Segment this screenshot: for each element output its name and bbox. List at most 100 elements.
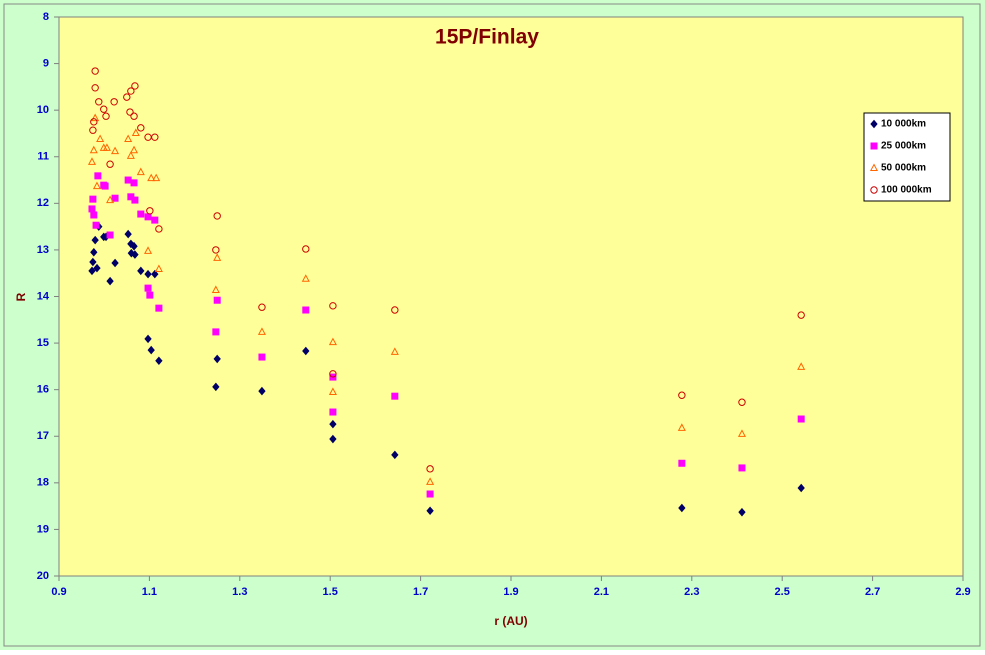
point [137, 124, 145, 132]
point [426, 477, 435, 485]
y-tick-label: 19 [37, 523, 49, 535]
point [146, 207, 154, 215]
legend-label: 50 000km [881, 163, 926, 174]
x-tick-label: 1.5 [323, 586, 338, 598]
point [144, 284, 152, 292]
point [390, 347, 399, 355]
point [426, 465, 434, 473]
point [129, 145, 139, 154]
point [90, 247, 98, 257]
point [738, 398, 746, 406]
chart-title: 15P/Finlay [435, 26, 539, 49]
point [302, 306, 310, 314]
point [87, 157, 97, 165]
point [155, 356, 163, 366]
point [678, 391, 686, 399]
point [146, 291, 154, 299]
point [677, 423, 686, 431]
point [124, 176, 132, 184]
y-tick-label: 17 [37, 430, 49, 442]
x-tick-label: 2.7 [865, 586, 880, 598]
point [147, 345, 155, 355]
point [213, 296, 221, 304]
x-tick-label: 2.5 [775, 586, 790, 598]
y-tick-label: 18 [37, 477, 49, 489]
point [797, 311, 805, 319]
point [94, 172, 102, 180]
legend-marker [870, 186, 878, 194]
point [797, 483, 805, 493]
point [737, 429, 747, 437]
point [110, 98, 118, 106]
point [130, 241, 138, 251]
point [137, 266, 145, 276]
point [91, 84, 99, 92]
x-tick-label: 0.9 [51, 586, 66, 598]
point [90, 211, 98, 219]
x-tick-label: 1.3 [232, 586, 247, 598]
y-tick-label: 12 [37, 197, 49, 209]
series [89, 67, 805, 473]
point [391, 306, 399, 314]
point [329, 302, 337, 310]
point [131, 128, 140, 136]
plot-area [58, 16, 964, 577]
point [89, 145, 98, 154]
point [91, 235, 99, 245]
y-tick-label: 14 [37, 290, 50, 302]
legend-box [863, 112, 951, 202]
point [96, 134, 105, 143]
x-tick-label: 1.9 [503, 586, 518, 598]
point [302, 245, 310, 253]
y-tick-label: 9 [43, 57, 49, 69]
point [211, 285, 220, 293]
point [213, 354, 221, 364]
point [124, 229, 132, 239]
point [426, 506, 434, 516]
point [106, 160, 114, 168]
point [100, 105, 108, 113]
point [155, 225, 163, 233]
legend-marker [870, 119, 878, 129]
y-tick-label: 13 [37, 244, 49, 256]
point [127, 87, 135, 95]
point [131, 250, 139, 259]
y-axis-title: R [14, 292, 28, 301]
point [102, 112, 110, 120]
series [88, 172, 805, 498]
point [95, 98, 103, 106]
point [111, 194, 119, 202]
x-axis-title: r (AU) [494, 614, 527, 628]
point [151, 216, 159, 224]
point [302, 346, 310, 356]
point [151, 133, 159, 141]
point [93, 263, 101, 273]
y-tick-label: 20 [37, 570, 49, 582]
point [130, 179, 138, 187]
point [155, 304, 163, 312]
point [136, 167, 145, 176]
point [88, 266, 96, 276]
point [738, 464, 746, 472]
point [124, 134, 133, 143]
point [106, 276, 114, 286]
point [212, 246, 220, 254]
point [329, 408, 337, 416]
point [144, 246, 153, 254]
point [90, 118, 98, 126]
point [131, 82, 139, 90]
point [258, 353, 266, 361]
legend-label: 100 000km [881, 185, 932, 196]
point [91, 113, 100, 122]
point [329, 419, 337, 429]
point [151, 269, 159, 279]
y-tick-label: 15 [37, 337, 49, 349]
x-tick-label: 2.3 [684, 586, 699, 598]
point [678, 503, 686, 513]
x-tick-label: 2.1 [594, 586, 609, 598]
point [144, 269, 152, 279]
point [131, 196, 139, 204]
series [87, 113, 806, 485]
point [391, 450, 399, 460]
